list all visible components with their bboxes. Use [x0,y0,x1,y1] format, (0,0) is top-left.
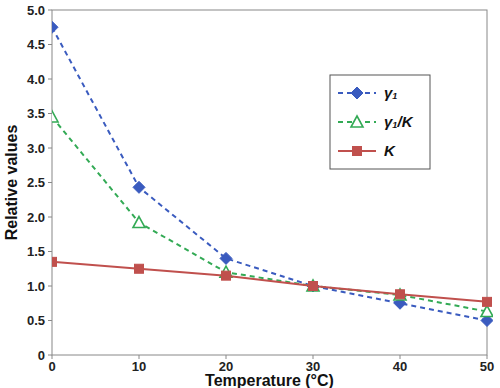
y-tick [48,182,52,183]
series-marker [222,271,231,280]
series-marker [483,297,492,306]
series-marker [481,306,493,317]
y-tick [48,79,52,80]
y-tick-label: 5.0 [27,3,45,18]
plot-frame [52,10,487,355]
y-tick-label: 0 [38,348,45,363]
series-marker [52,257,57,266]
y-tick-label: 3.5 [27,106,45,121]
y-tick-label: 4.0 [27,72,45,87]
y-axis-title: Relative values [3,125,20,241]
series-marker [52,111,58,122]
series-marker [135,264,144,273]
legend-marker [351,116,363,127]
y-tick [48,286,52,287]
y-tick [48,251,52,252]
legend-label: K [384,142,396,159]
chart-container: 00.51.01.52.02.53.03.54.04.55.0010203040… [0,0,500,388]
legend-label: γ₁/K [384,113,414,130]
y-tick [48,320,52,321]
series-marker [133,217,145,228]
y-tick-label: 2.0 [27,210,45,225]
series-marker [394,289,406,300]
series-marker [220,252,232,264]
series-marker [307,280,319,291]
y-tick [48,44,52,45]
series-line [52,27,487,320]
legend-marker [351,87,363,99]
y-tick [48,217,52,218]
series-marker [52,21,58,33]
series-marker [307,280,319,292]
y-tick [48,10,52,11]
chart-svg: 00.51.01.52.02.53.03.54.04.55.0010203040… [0,0,500,388]
x-tick-label: 40 [393,359,407,374]
y-tick-label: 1.0 [27,279,45,294]
series-marker [133,181,145,193]
x-tick-label: 50 [480,359,494,374]
x-tick-label: 10 [132,359,146,374]
legend: γ₁ γ₁/K K [330,75,430,169]
y-tick-label: 3.0 [27,141,45,156]
series-line [52,262,487,302]
series-marker [396,290,405,299]
y-tick-label: 0.5 [27,313,45,328]
y-tick [48,113,52,114]
x-axis-title: Temperature (°C) [205,372,334,388]
y-tick-label: 4.5 [27,37,45,52]
series-marker [309,282,318,291]
y-tick [48,355,52,356]
x-tick-label: 0 [48,359,55,374]
y-tick [48,148,52,149]
y-tick-label: 1.5 [27,244,45,259]
y-tick-label: 2.5 [27,175,45,190]
legend-box [330,75,430,169]
plot-marks [52,21,493,326]
legend-marker [353,147,362,156]
legend-label: γ₁ [384,84,398,101]
